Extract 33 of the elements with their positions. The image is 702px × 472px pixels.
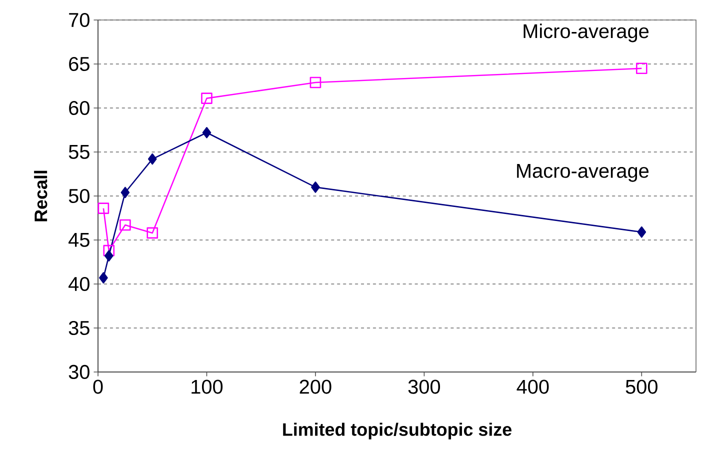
point: [99, 272, 108, 284]
y-tick-label: 40: [68, 276, 90, 292]
x-tick-label: 100: [192, 380, 223, 394]
x-tick-label: 0: [93, 380, 103, 394]
x-axis-title: Limited topic/subtopic size: [283, 422, 512, 440]
point: [146, 227, 158, 239]
x-tick-label: 300: [408, 380, 440, 394]
x-tick-label: 400: [516, 380, 549, 394]
x-tick-label: 500: [626, 380, 658, 394]
y-tick-label: 50: [68, 188, 90, 204]
point: [201, 92, 212, 104]
point: [310, 76, 322, 88]
y-tick-label: 55: [68, 145, 90, 159]
point: [148, 153, 157, 165]
point: [637, 226, 646, 238]
point: [120, 186, 130, 198]
point: [103, 244, 115, 256]
point: [311, 182, 320, 193]
y-tick-label: 70: [69, 12, 90, 28]
y-tick-label: 65: [69, 56, 90, 72]
y-axis-title: Recall: [34, 170, 48, 222]
point: [636, 62, 648, 74]
series-label: Micro-average: [524, 24, 649, 42]
x-tick-label: 200: [300, 380, 332, 394]
y-tick-label: 35: [68, 320, 90, 336]
y-tick-label: 45: [68, 233, 90, 247]
y-tick-label: 60: [69, 100, 90, 116]
y-tick-label: 30: [68, 364, 90, 380]
point: [104, 250, 114, 262]
series-label: Macro-average: [517, 164, 649, 182]
point: [98, 202, 110, 214]
point: [202, 126, 212, 138]
point: [120, 219, 131, 231]
